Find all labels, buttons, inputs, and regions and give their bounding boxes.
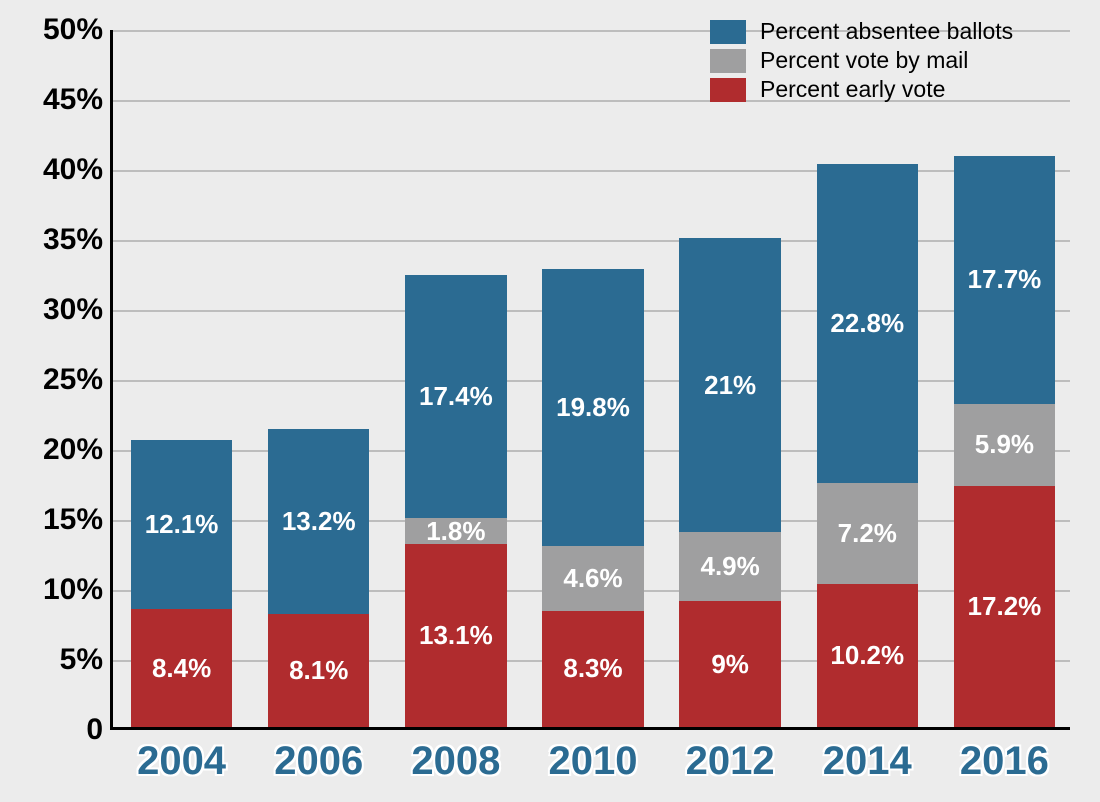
bar-segment-early: 10.2% — [817, 584, 918, 727]
legend-label: Percent early vote — [760, 76, 945, 103]
bar-value-label: 8.4% — [152, 653, 211, 684]
bar-segment-absentee: 19.8% — [542, 269, 643, 546]
y-tick-label: 0 — [86, 713, 113, 747]
bar-segment-absentee: 21% — [679, 238, 780, 532]
legend-item: Percent absentee ballots — [710, 18, 1013, 45]
y-tick-label: 50% — [43, 13, 113, 47]
y-tick-label: 10% — [43, 573, 113, 607]
bar-segment-mail: 1.8% — [405, 518, 506, 543]
bar-segment-early: 17.2% — [954, 486, 1055, 727]
bar-value-label: 8.3% — [563, 653, 622, 684]
bar-segment-absentee: 17.7% — [954, 156, 1055, 404]
bar-value-label: 5.9% — [975, 429, 1034, 460]
y-tick-label: 15% — [43, 503, 113, 537]
bar-value-label: 9% — [711, 649, 749, 680]
bar-value-label: 13.1% — [419, 620, 493, 651]
legend-item: Percent early vote — [710, 76, 1013, 103]
bar-value-label: 4.6% — [563, 563, 622, 594]
bar-group: 9% 4.9% 21% — [679, 27, 780, 727]
x-tick-label: 2006 — [274, 727, 363, 784]
bar-value-label: 17.2% — [968, 591, 1042, 622]
y-tick-label: 5% — [60, 643, 113, 677]
bar-group: 13.1% 1.8% 17.4% — [405, 27, 506, 727]
x-tick-label: 2012 — [686, 727, 775, 784]
legend-item: Percent vote by mail — [710, 47, 1013, 74]
bar-value-label: 19.8% — [556, 392, 630, 423]
voting-method-chart: 0 5% 10% 15% 20% 25% 30% 35% 40% 45% 50% 8.4% 12.1% 2… — [0, 0, 1100, 802]
y-tick-label: 35% — [43, 223, 113, 257]
legend-label: Percent absentee ballots — [760, 18, 1013, 45]
bar-segment-early: 8.1% — [268, 614, 369, 727]
legend-swatch — [710, 49, 746, 73]
x-tick-label: 2010 — [549, 727, 638, 784]
legend-label: Percent vote by mail — [760, 47, 968, 74]
bar-group: 17.2% 5.9% 17.7% — [954, 27, 1055, 727]
bar-value-label: 10.2% — [830, 640, 904, 671]
x-tick-label: 2016 — [960, 727, 1049, 784]
bar-segment-mail: 4.9% — [679, 532, 780, 601]
bar-value-label: 7.2% — [838, 518, 897, 549]
bar-group: 8.3% 4.6% 19.8% — [542, 27, 643, 727]
x-tick-label: 2008 — [411, 727, 500, 784]
legend-swatch — [710, 78, 746, 102]
y-tick-label: 30% — [43, 293, 113, 327]
x-tick-label: 2004 — [137, 727, 226, 784]
bar-value-label: 12.1% — [145, 509, 219, 540]
bar-segment-absentee: 17.4% — [405, 275, 506, 519]
bar-value-label: 17.7% — [968, 264, 1042, 295]
bar-segment-absentee: 22.8% — [817, 164, 918, 483]
bar-value-label: 22.8% — [830, 308, 904, 339]
plot-area: 05%10%15%20%25%30%35%40%45%50%8.4%12.1%2… — [110, 30, 1070, 730]
y-tick-label: 20% — [43, 433, 113, 467]
bar-segment-mail: 7.2% — [817, 483, 918, 584]
bar-segment-early: 8.4% — [131, 609, 232, 727]
bar-group: 8.1% 13.2% — [268, 27, 369, 727]
bar-segment-absentee: 12.1% — [131, 440, 232, 609]
y-tick-label: 45% — [43, 83, 113, 117]
legend-swatch — [710, 20, 746, 44]
bar-group: 8.4% 12.1% — [131, 27, 232, 727]
bar-segment-mail: 5.9% — [954, 404, 1055, 487]
bar-group: 10.2% 7.2% 22.8% — [817, 27, 918, 727]
y-tick-label: 40% — [43, 153, 113, 187]
bar-segment-early: 9% — [679, 601, 780, 727]
bar-value-label: 21% — [704, 370, 756, 401]
bar-segment-mail: 4.6% — [542, 546, 643, 610]
bar-segment-early: 8.3% — [542, 611, 643, 727]
bar-value-label: 17.4% — [419, 381, 493, 412]
bar-value-label: 1.8% — [426, 516, 485, 547]
x-tick-label: 2014 — [823, 727, 912, 784]
y-tick-label: 25% — [43, 363, 113, 397]
bar-segment-early: 13.1% — [405, 544, 506, 727]
bar-value-label: 4.9% — [701, 551, 760, 582]
bar-segment-absentee: 13.2% — [268, 429, 369, 614]
bar-value-label: 8.1% — [289, 655, 348, 686]
bar-value-label: 13.2% — [282, 506, 356, 537]
legend: Percent absentee ballotsPercent vote by … — [710, 18, 1013, 105]
